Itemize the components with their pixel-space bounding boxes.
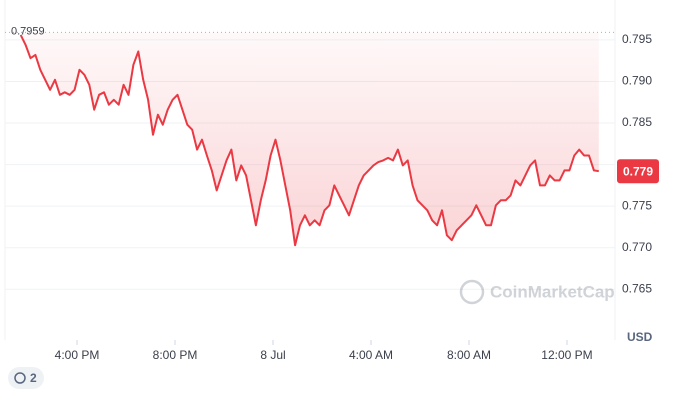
x-tick-label: 8:00 PM xyxy=(153,348,198,362)
x-tick-label: 8:00 AM xyxy=(447,348,491,362)
start-price-label: 0.7959 xyxy=(11,25,45,37)
lines xyxy=(19,34,599,247)
area xyxy=(5,31,615,246)
price-line xyxy=(19,34,599,247)
y-tick-label: 0.785 xyxy=(622,115,652,129)
y-tick-label: 0.770 xyxy=(622,240,652,254)
price-area xyxy=(20,32,599,246)
watermark-logo xyxy=(459,279,485,305)
badge-bg[interactable] xyxy=(8,367,44,389)
x-tick-label: 4:00 PM xyxy=(55,348,100,362)
y-tick-label: 0.795 xyxy=(622,32,652,46)
y-tick-label: 0.775 xyxy=(622,198,652,212)
current-price-label: 0.779 xyxy=(623,164,653,178)
watermark: CoinMarketCap xyxy=(459,279,615,305)
watermark-text: CoinMarketCap xyxy=(490,282,615,301)
x-tick-label: 12:00 PM xyxy=(541,348,592,362)
badge-icon xyxy=(14,372,26,384)
y-tick-label: 0.790 xyxy=(622,74,652,88)
history-badge[interactable]: 2 xyxy=(8,367,44,389)
current-price-badge xyxy=(617,159,659,184)
x-tick-label: 4:00 AM xyxy=(349,348,393,362)
badge-count[interactable]: 2 xyxy=(30,371,37,385)
y-tick-label: 0.765 xyxy=(622,281,652,295)
currency-label: USD xyxy=(627,330,653,344)
x-tick-label: 8 Jul xyxy=(260,348,285,362)
